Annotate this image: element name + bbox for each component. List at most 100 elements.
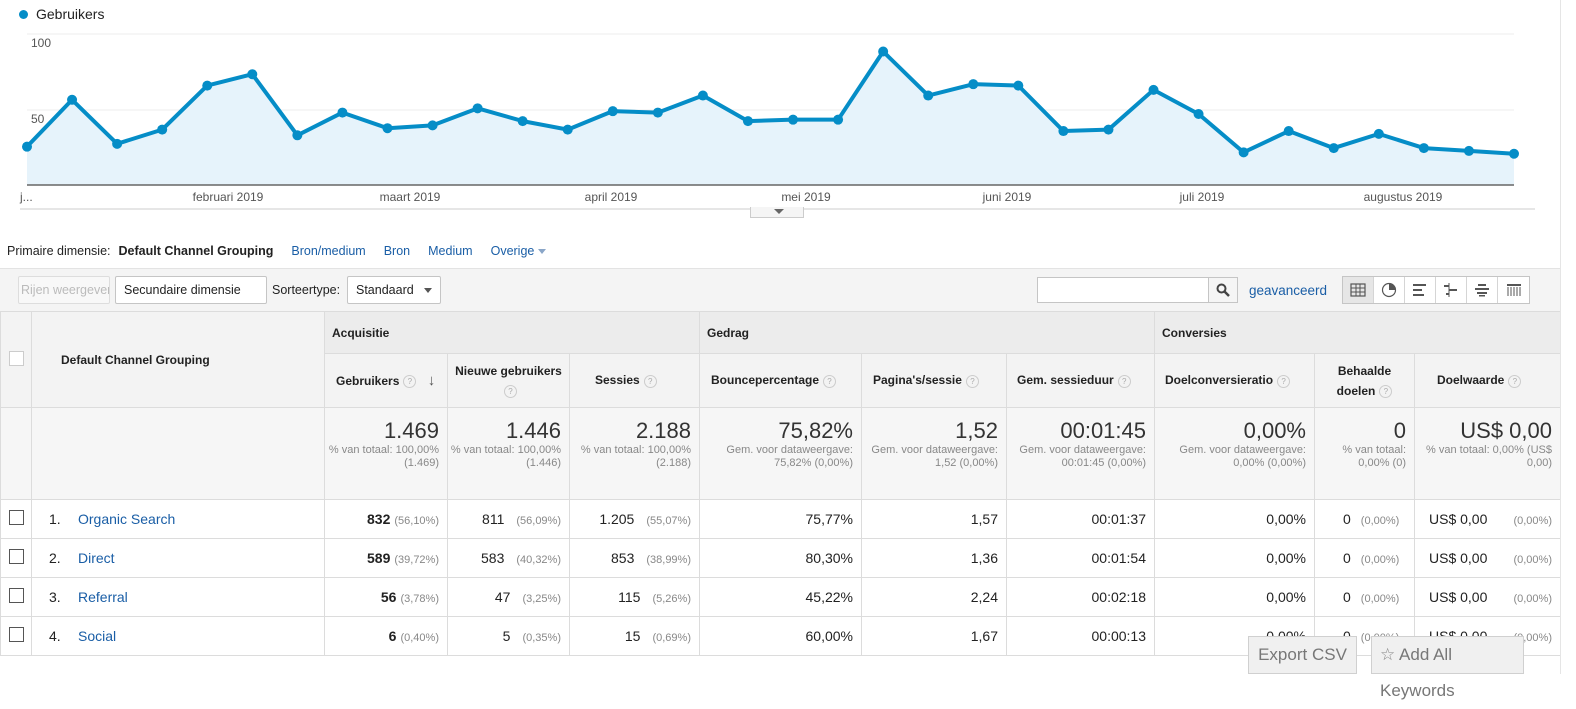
col-pages-per-session[interactable]: Pagina's/sessie? xyxy=(861,353,1007,408)
search-button[interactable] xyxy=(1208,277,1238,303)
export-csv-button[interactable]: Export CSV xyxy=(1248,636,1357,674)
add-all-keywords-button[interactable]: ☆ Add All Keywords xyxy=(1371,636,1524,700)
total-new-users: 1.446% van totaal: 100,00% (1.446) xyxy=(447,407,570,500)
pie-view-button[interactable] xyxy=(1374,277,1405,303)
goal-value-amount: US$ 0,00 xyxy=(1429,550,1488,566)
data-point[interactable] xyxy=(562,124,573,135)
data-point[interactable] xyxy=(923,90,934,101)
data-point[interactable] xyxy=(1238,147,1249,158)
help-icon[interactable]: ? xyxy=(403,375,417,389)
col-goal-completions[interactable]: Behaalde doelen? xyxy=(1314,353,1415,408)
select-all-checkbox[interactable] xyxy=(8,350,24,366)
data-point[interactable] xyxy=(788,114,799,125)
dimension-medium[interactable]: Medium xyxy=(428,244,473,258)
col-bounce-rate[interactable]: Bouncepercentage? xyxy=(699,353,862,408)
data-point[interactable] xyxy=(427,120,438,131)
dimension-bron-medium[interactable]: Bron/medium xyxy=(291,244,366,258)
table-row: 3. Referral 56 (3,78%) 47 (3,25%) 115 (5,26%) 45… xyxy=(0,577,1561,617)
data-point[interactable] xyxy=(67,94,78,105)
col-avg-session-duration[interactable]: Gem. sessieduur? xyxy=(1006,353,1155,408)
data-point[interactable] xyxy=(1193,109,1204,119)
table-search-input[interactable] xyxy=(1037,277,1209,303)
term-cloud-view-button[interactable] xyxy=(1467,277,1498,303)
goals-percent: (0,00%) xyxy=(1360,554,1400,566)
dimension-other-dropdown[interactable]: Overige xyxy=(491,244,547,258)
x-tick-label: maart 2019 xyxy=(380,190,441,204)
help-icon[interactable]: ? xyxy=(965,374,979,388)
data-point[interactable] xyxy=(382,123,393,134)
row-checkbox[interactable] xyxy=(8,627,24,642)
help-icon[interactable]: ? xyxy=(1277,374,1291,388)
data-point[interactable] xyxy=(1509,148,1519,159)
comparison-view-button[interactable] xyxy=(1436,277,1467,303)
data-point[interactable] xyxy=(22,141,32,152)
data-point[interactable] xyxy=(1373,128,1384,139)
data-point[interactable] xyxy=(607,106,618,117)
data-point[interactable] xyxy=(292,130,303,141)
performance-view-button[interactable] xyxy=(1405,277,1436,303)
help-icon[interactable]: ? xyxy=(504,384,517,398)
sort-type-dropdown[interactable]: Standaard xyxy=(347,276,441,304)
table-row: 4. Social 6 (0,40%) 5 (0,35%) 15 (0,69%) 60,00% 1… xyxy=(0,616,1561,656)
col-users[interactable]: Gebruikers? ↓ xyxy=(324,353,448,408)
help-icon[interactable]: ? xyxy=(823,374,837,388)
cell-avg-session-duration: 00:01:37 xyxy=(1006,499,1155,539)
data-point[interactable] xyxy=(742,116,753,127)
help-icon[interactable]: ? xyxy=(1117,374,1131,388)
data-point[interactable] xyxy=(878,46,889,57)
dimension-bron[interactable]: Bron xyxy=(383,244,411,258)
col-sessions[interactable]: Sessies? xyxy=(569,353,700,408)
show-rows-button[interactable]: Rijen weergeven xyxy=(18,276,110,304)
col-goal-value[interactable]: Doelwaarde? xyxy=(1414,353,1561,408)
sessions-value: 1.205 xyxy=(599,511,635,527)
data-point[interactable] xyxy=(833,114,844,125)
table-row: 2. Direct 589 (39,72%) 583 (40,32%) 853 (38,99%… xyxy=(0,538,1561,578)
data-point[interactable] xyxy=(1013,80,1024,91)
row-link-social[interactable]: Social xyxy=(78,628,117,644)
help-icon[interactable]: ? xyxy=(643,374,657,388)
dimension-default-channel-grouping[interactable]: Default Channel Grouping xyxy=(118,244,274,258)
secondary-dimension-label: Secundaire dimensie xyxy=(124,283,241,297)
col-new-users[interactable]: Nieuwe gebruikers? xyxy=(447,353,570,408)
data-point[interactable] xyxy=(1058,126,1069,137)
row-checkbox[interactable] xyxy=(8,588,24,603)
data-point[interactable] xyxy=(472,103,483,114)
data-point[interactable] xyxy=(247,69,258,80)
data-point[interactable] xyxy=(1463,145,1474,156)
cell-avg-session-duration: 00:00:13 xyxy=(1006,616,1155,656)
data-point[interactable] xyxy=(1283,126,1294,137)
data-point[interactable] xyxy=(1148,84,1159,95)
table-view-button[interactable] xyxy=(1343,277,1374,303)
help-icon[interactable]: ? xyxy=(1508,374,1522,388)
row-checkbox[interactable] xyxy=(8,549,24,564)
data-point[interactable] xyxy=(652,107,663,118)
dimension-header[interactable]: Default Channel Grouping xyxy=(31,311,325,408)
row-link-referral[interactable]: Referral xyxy=(78,589,128,605)
secondary-dimension-dropdown[interactable]: Secundaire dimensie xyxy=(115,276,267,320)
chart-collapse-handle[interactable] xyxy=(750,207,804,218)
row-dimension-cell: 3. Referral xyxy=(31,577,325,617)
data-point[interactable] xyxy=(157,124,168,135)
advanced-filter-link[interactable]: geavanceerd xyxy=(1249,283,1328,298)
scrollbar-track[interactable] xyxy=(1560,0,1561,674)
users-line-chart[interactable]: 100 50 j... februari 2019 maart 2019 april 20… xyxy=(0,0,1560,210)
col-goal-conversion-rate[interactable]: Doelconversieratio? xyxy=(1154,353,1315,408)
data-point[interactable] xyxy=(112,138,123,149)
sessions-value: 853 xyxy=(611,550,635,566)
cell-sessions: 115 (5,26%) xyxy=(569,577,700,617)
data-point[interactable] xyxy=(517,116,528,127)
new-users-value: 5 xyxy=(502,628,511,644)
data-point[interactable] xyxy=(202,80,213,91)
data-point[interactable] xyxy=(968,79,979,90)
row-link-organic-search[interactable]: Organic Search xyxy=(78,511,176,527)
row-checkbox[interactable] xyxy=(8,510,24,525)
data-point[interactable] xyxy=(697,90,708,101)
pivot-view-button[interactable] xyxy=(1498,277,1529,303)
row-link-direct[interactable]: Direct xyxy=(78,550,115,566)
chart-legend[interactable]: Gebruikers xyxy=(19,6,104,22)
data-point[interactable] xyxy=(1103,124,1114,135)
data-point[interactable] xyxy=(1328,143,1339,154)
help-icon[interactable]: ? xyxy=(1379,384,1393,398)
data-point[interactable] xyxy=(337,107,348,118)
data-point[interactable] xyxy=(1418,143,1429,154)
